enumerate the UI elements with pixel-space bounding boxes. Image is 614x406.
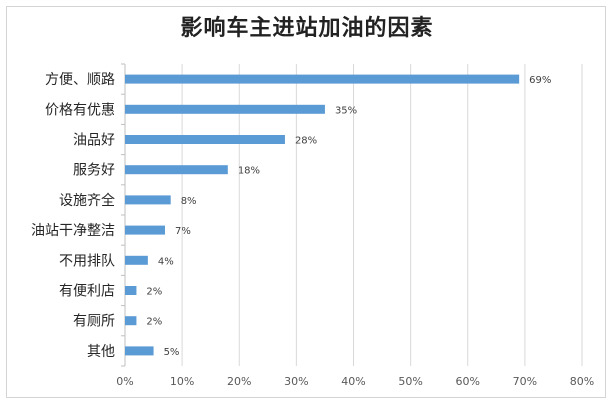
- bar: [125, 74, 520, 84]
- bar: [125, 225, 165, 235]
- bar: [125, 316, 137, 326]
- data-labels: 69% 35% 28% 18% 8% 7% 4% 2% 2% 5%: [146, 75, 551, 358]
- data-label: 18%: [238, 166, 260, 177]
- x-tick-label: 20%: [227, 375, 251, 388]
- x-tick-label: 30%: [284, 375, 308, 388]
- category-label: 不用排队: [59, 253, 115, 269]
- bar: [125, 255, 148, 265]
- data-label: 35%: [335, 105, 357, 116]
- category-label: 服务好: [73, 163, 115, 179]
- bar: [125, 165, 228, 175]
- bar: [125, 195, 171, 205]
- x-tick-label: 60%: [456, 375, 480, 388]
- gridlines: [121, 63, 583, 367]
- chart-title: 影响车主进站加油的因素: [180, 16, 434, 41]
- data-label: 4%: [158, 256, 174, 267]
- category-label: 油站干净整洁: [31, 223, 115, 239]
- bar: [125, 346, 154, 356]
- data-label: 8%: [181, 196, 197, 207]
- data-label: 5%: [164, 347, 180, 358]
- category-label: 有便利店: [59, 284, 115, 300]
- chart-frame: [6, 6, 606, 398]
- x-tick-label: 80%: [570, 375, 594, 388]
- bars: [125, 74, 520, 356]
- category-label: 价格有优惠: [45, 102, 115, 118]
- x-tick-label: 40%: [341, 375, 365, 388]
- data-label: 69%: [529, 75, 551, 86]
- data-label: 2%: [146, 287, 162, 298]
- x-tick-label: 10%: [170, 375, 194, 388]
- x-tick-label: 0%: [116, 375, 133, 388]
- data-label: 28%: [295, 136, 317, 147]
- x-tick-labels: 0% 10% 20% 30% 40% 50% 60% 70% 80%: [116, 375, 594, 388]
- category-label: 有厕所: [73, 314, 115, 330]
- x-tick-label: 50%: [398, 375, 422, 388]
- x-tick-label: 70%: [513, 375, 537, 388]
- category-label: 设施齐全: [59, 192, 115, 209]
- data-label: 7%: [175, 226, 191, 237]
- category-label: 其他: [87, 344, 115, 360]
- bar: [125, 104, 325, 114]
- category-label: 方便、顺路: [45, 72, 115, 88]
- data-label: 2%: [146, 317, 162, 328]
- category-label: 油品好: [73, 133, 115, 149]
- bar: [125, 286, 137, 295]
- bar: [125, 135, 285, 144]
